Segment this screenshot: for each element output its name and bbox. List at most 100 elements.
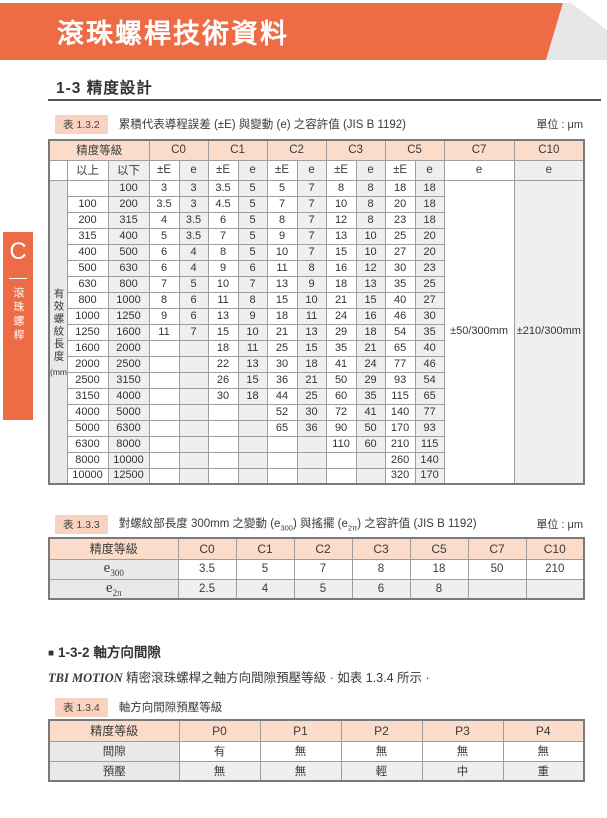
grade-col-header: C3 [351,537,411,560]
below-header: 以下 [107,159,150,181]
tolerance-value-cell [178,419,209,437]
banner-orange-shape [0,3,563,60]
tolerance-value-cell: 7 [207,227,239,245]
range-above-cell: 2000 [66,355,109,373]
tolerance-value-cell: 8 [325,179,357,197]
tolerance-value-cell: 3.5 [148,195,180,213]
preload-value-cell: 無 [259,740,342,762]
tolerance-value-cell: 5 [237,243,268,261]
tolerance-value-cell: 22 [207,355,239,373]
preload-value-cell: 中 [421,760,504,782]
pe-subheader: ±E [148,159,180,181]
tolerance-value-cell: 13 [325,227,357,245]
preload-value-cell: 輕 [340,760,423,782]
e-subheader: e [355,159,386,181]
tolerance-value-cell: 65 [384,339,416,357]
tolerance-value-cell: 13 [237,355,268,373]
range-above-cell: 100 [66,195,109,213]
tolerance-value-cell [178,451,209,469]
tolerance-value-cell: 50 [467,558,527,580]
tolerance-value-cell: 115 [384,387,416,405]
row-label: 間隙 [48,740,180,762]
tolerance-value-cell: 10 [325,195,357,213]
range-below-cell: 315 [107,211,150,229]
tolerance-value-cell: 5 [237,227,268,245]
grade-col-header: C1 [207,139,268,161]
tolerance-value-cell [525,578,585,600]
tolerance-value-cell: 18 [414,195,445,213]
tolerance-value-cell: 9 [207,259,239,277]
grade-col-header: C7 [443,139,515,161]
grade-col-header: P0 [178,719,261,742]
tolerance-value-cell: 18 [414,211,445,229]
tolerance-value-cell [266,435,298,453]
range-above-cell: 10000 [66,467,109,485]
tolerance-value-cell: 40 [414,339,445,357]
tolerance-value-cell: 50 [325,371,357,389]
tolerance-value-cell: 8 [351,558,411,580]
tolerance-value-cell: 260 [384,451,416,469]
c10-merged-value: ±210/300mm [513,179,585,485]
tolerance-value-cell: 11 [207,291,239,309]
tolerance-value-cell [237,467,268,485]
blank-corner-cell [48,159,68,181]
grade-col-header: C2 [293,537,353,560]
tolerance-value-cell: 6 [148,243,180,261]
tolerance-value-cell: 24 [355,355,386,373]
tolerance-value-cell: 8 [355,211,386,229]
range-below-cell: 200 [107,195,150,213]
tolerance-value-cell: 36 [296,419,327,437]
brand-name: TBI MOTION [48,671,123,685]
tolerance-value-cell: 29 [355,371,386,389]
tolerance-value-cell: 10 [266,243,298,261]
section-rule [48,99,601,101]
range-below-cell: 10000 [107,451,150,469]
tolerance-value-cell: 25 [296,387,327,405]
page-title: 滾珠螺桿技術資料 [57,19,289,49]
tolerance-value-cell: 10 [355,227,386,245]
range-below-cell: 1250 [107,307,150,325]
tolerance-value-cell: 41 [325,355,357,373]
tolerance-value-cell: 5 [293,578,353,600]
grade-col-header: C2 [266,139,327,161]
tolerance-value-cell [296,435,327,453]
range-above-cell: 200 [66,211,109,229]
tolerance-value-cell: 6 [351,578,411,600]
tolerance-value-cell [355,451,386,469]
tolerance-value-cell: 50 [355,419,386,437]
range-below-cell: 6300 [107,419,150,437]
tolerance-value-cell: 35 [355,387,386,405]
range-below-cell: 8000 [107,435,150,453]
axial-play-preload-table: 精度等級 P0 P1 P2 P3 P4 間隙有無無無無預壓無無輕中重 [48,719,585,782]
tolerance-value-cell: 35 [414,323,445,341]
tolerance-value-cell: 36 [266,371,298,389]
tolerance-value-cell: 15 [237,371,268,389]
range-below-cell: 3150 [107,371,150,389]
tolerance-value-cell: 5 [237,179,268,197]
tolerance-value-cell: 3.5 [177,558,237,580]
content-column: 1-3 精度設計 表 1.3.2 累積代表導程誤差 (±E) 與變動 (e) 之… [48,76,601,782]
chapter-label: 滾珠螺桿 [12,287,24,343]
tolerance-value-cell: 6 [148,259,180,277]
tolerance-value-cell: 15 [207,323,239,341]
tolerance-value-cell: 18 [237,387,268,405]
tolerance-value-cell: 93 [384,371,416,389]
tolerance-value-cell: 170 [384,419,416,437]
tolerance-value-cell [325,451,357,469]
tolerance-value-cell: 13 [296,323,327,341]
tolerance-value-cell: 30 [266,355,298,373]
tolerance-value-cell: 13 [207,307,239,325]
e-subheader: e [178,159,209,181]
tolerance-value-cell [178,467,209,485]
tolerance-value-cell: 21 [266,323,298,341]
page-banner: 滾珠螺桿技術資料 [0,3,607,60]
tolerance-value-cell: 170 [414,467,445,485]
range-above-cell: 1600 [66,339,109,357]
tolerance-value-cell: 8 [148,291,180,309]
preload-value-cell: 無 [421,740,504,762]
variation-wobble-table: 精度等級 C0 C1 C2 C3 C5 C7 C10 e300 3.5 5 7 8 18 50 210 e2π 2… [48,537,585,600]
tolerance-value-cell: 3.5 [178,211,209,229]
tolerance-value-cell: 9 [296,275,327,293]
tolerance-value-cell: 210 [384,435,416,453]
tolerance-value-cell: 7 [296,211,327,229]
